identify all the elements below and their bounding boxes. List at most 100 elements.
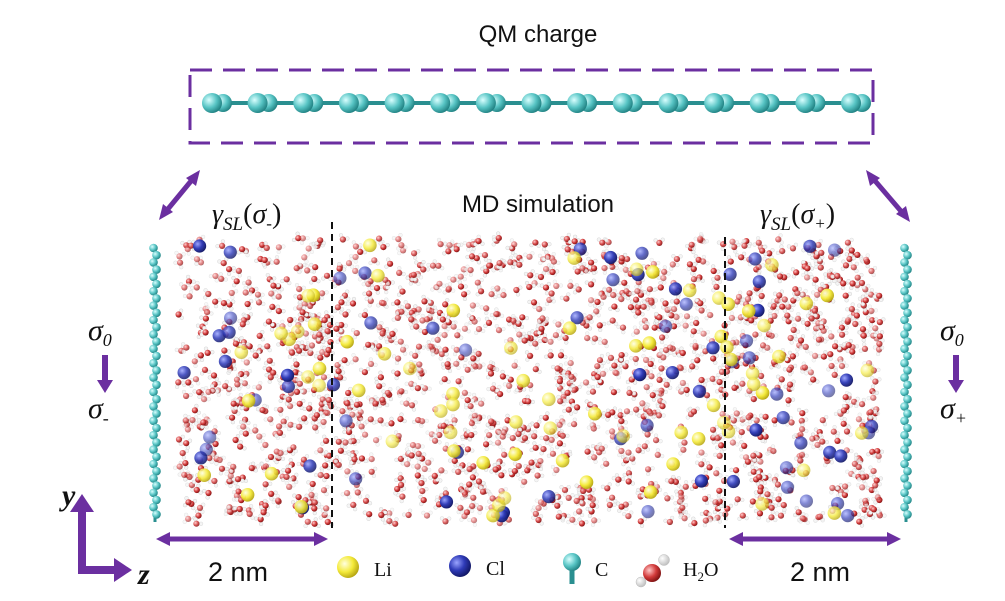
cl-ion: [749, 423, 763, 437]
water-hydrogen: [350, 360, 355, 365]
water-oxygen: [870, 468, 877, 475]
cl-ion: [739, 334, 754, 348]
water-oxygen: [819, 417, 826, 424]
legend: Li Cl C H2O: [337, 553, 718, 588]
water-hydrogen: [595, 383, 601, 389]
water-hydrogen: [826, 269, 832, 274]
water-hydrogen: [474, 400, 479, 405]
water-oxygen: [641, 443, 648, 450]
water-oxygen: [304, 267, 311, 274]
li-ion: [646, 265, 660, 279]
water-hydrogen: [712, 517, 717, 522]
water-hydrogen: [521, 331, 526, 336]
water-oxygen: [323, 472, 330, 480]
water-hydrogen: [214, 454, 219, 459]
water-hydrogen: [774, 333, 779, 338]
water-oxygen: [457, 504, 464, 511]
water-hydrogen: [712, 509, 717, 515]
water-hydrogen: [546, 281, 551, 287]
water-oxygen: [746, 290, 753, 297]
water-hydrogen: [845, 348, 850, 354]
water-hydrogen: [589, 450, 595, 455]
water-oxygen: [856, 518, 863, 525]
water-oxygen: [192, 376, 200, 383]
water-hydrogen: [227, 368, 232, 373]
water-hydrogen: [402, 512, 407, 517]
water-oxygen: [848, 247, 855, 254]
water-oxygen: [613, 370, 620, 377]
water-hydrogen: [629, 356, 634, 361]
water-hydrogen: [590, 491, 595, 496]
water-hydrogen: [800, 422, 805, 427]
water-oxygen: [554, 365, 561, 372]
water-oxygen: [854, 251, 861, 258]
water-oxygen: [380, 244, 387, 251]
water-hydrogen: [310, 486, 315, 491]
water-hydrogen: [625, 296, 631, 301]
water-oxygen: [290, 444, 297, 451]
water-oxygen: [714, 274, 721, 281]
water-hydrogen: [707, 512, 712, 517]
water-oxygen: [707, 312, 714, 319]
water-oxygen: [683, 313, 691, 320]
water-oxygen: [324, 409, 331, 417]
water-oxygen: [441, 332, 448, 339]
water-hydrogen: [431, 337, 436, 342]
li-ion: [674, 425, 688, 440]
water-hydrogen: [627, 474, 632, 480]
water-oxygen: [344, 468, 351, 475]
water-hydrogen: [566, 519, 571, 525]
water-hydrogen: [734, 240, 740, 245]
water-hydrogen: [403, 389, 409, 395]
water-oxygen: [653, 437, 660, 444]
water-hydrogen: [547, 242, 552, 247]
qm-carbon-atom: [475, 93, 496, 113]
water-hydrogen: [284, 416, 290, 421]
water-oxygen: [615, 476, 622, 483]
water-hydrogen: [283, 451, 288, 456]
water-oxygen: [371, 257, 378, 264]
water-oxygen: [416, 361, 423, 368]
water-oxygen: [317, 447, 324, 454]
water-hydrogen: [236, 425, 241, 430]
water-hydrogen: [358, 494, 363, 499]
water-hydrogen: [354, 450, 359, 455]
water-hydrogen: [761, 348, 766, 353]
water-hydrogen: [659, 348, 664, 353]
water-hydrogen: [849, 237, 854, 242]
water-hydrogen: [350, 434, 355, 439]
water-hydrogen: [762, 256, 767, 261]
water-hydrogen: [213, 304, 219, 309]
sigma-right-top: σ0: [940, 314, 964, 350]
water-hydrogen: [872, 265, 878, 271]
water-oxygen: [679, 379, 687, 387]
water-hydrogen: [583, 495, 589, 500]
water-hydrogen: [876, 458, 882, 463]
water-oxygen: [739, 380, 746, 387]
water-hydrogen: [871, 391, 876, 396]
water-hydrogen: [751, 416, 756, 422]
water-oxygen: [227, 472, 234, 479]
water-hydrogen: [615, 482, 620, 487]
water-oxygen: [635, 309, 642, 316]
water-oxygen: [342, 439, 349, 446]
water-hydrogen: [605, 498, 611, 503]
water-oxygen: [367, 416, 374, 423]
water-hydrogen: [695, 406, 700, 411]
water-oxygen: [589, 496, 597, 503]
water-hydrogen: [419, 423, 424, 428]
water-oxygen: [729, 238, 736, 245]
water-hydrogen: [406, 442, 411, 448]
water-oxygen: [768, 332, 775, 339]
water-hydrogen: [594, 499, 599, 504]
water-oxygen: [415, 343, 423, 350]
water-hydrogen: [420, 313, 425, 318]
water-hydrogen: [378, 370, 383, 375]
li-ion: [301, 370, 315, 384]
water-hydrogen: [231, 299, 236, 304]
water-oxygen: [634, 288, 641, 295]
water-oxygen: [654, 451, 661, 458]
water-oxygen: [228, 289, 235, 297]
water-hydrogen: [775, 374, 781, 379]
water-oxygen: [625, 449, 632, 456]
